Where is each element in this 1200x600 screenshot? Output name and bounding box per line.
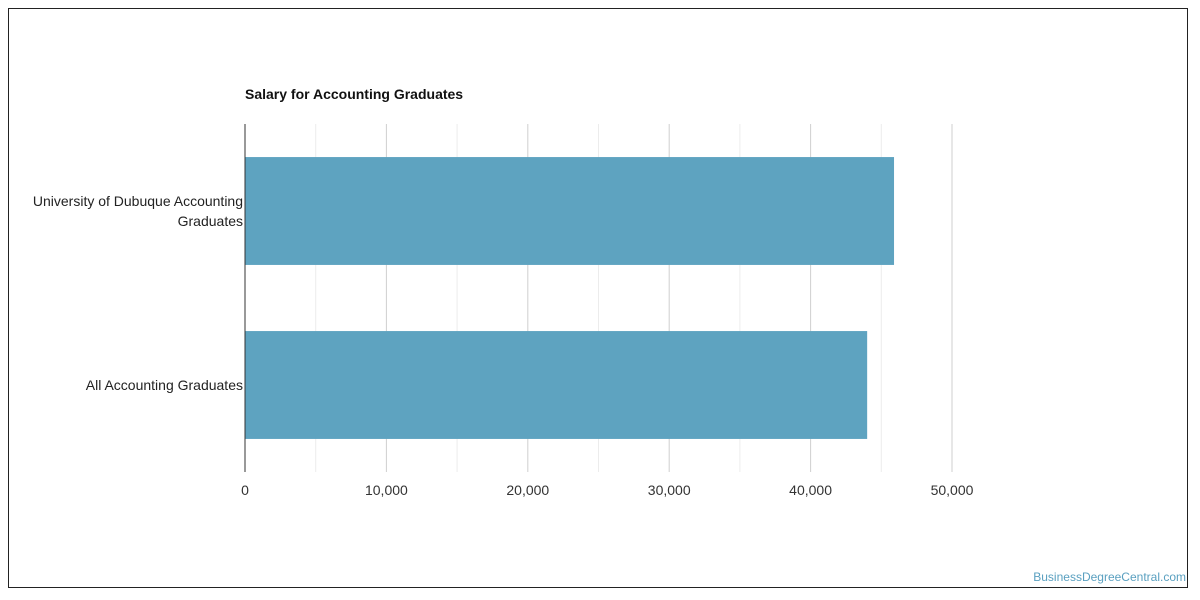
x-tick-label: 20,000	[506, 482, 549, 498]
watermark: BusinessDegreeCentral.com	[1033, 570, 1186, 584]
bar	[245, 331, 868, 439]
x-tick-label: 10,000	[365, 482, 408, 498]
labels: University of Dubuque Accounting Graduate…	[33, 193, 974, 498]
category-label-line: Graduates	[178, 213, 243, 229]
category-label: University of Dubuque Accounting Graduate…	[33, 193, 243, 229]
category-label-line: All Accounting Graduates	[86, 377, 243, 393]
x-tick-label: 50,000	[931, 482, 974, 498]
category-label: All Accounting Graduates	[86, 377, 243, 393]
x-tick-label: 30,000	[648, 482, 691, 498]
category-label-line: University of Dubuque Accounting	[33, 193, 243, 209]
chart-title: Salary for Accounting Graduates	[245, 86, 464, 102]
x-tick-label: 0	[241, 482, 249, 498]
bars	[245, 157, 895, 439]
bar	[245, 157, 895, 265]
x-tick-label: 40,000	[789, 482, 832, 498]
